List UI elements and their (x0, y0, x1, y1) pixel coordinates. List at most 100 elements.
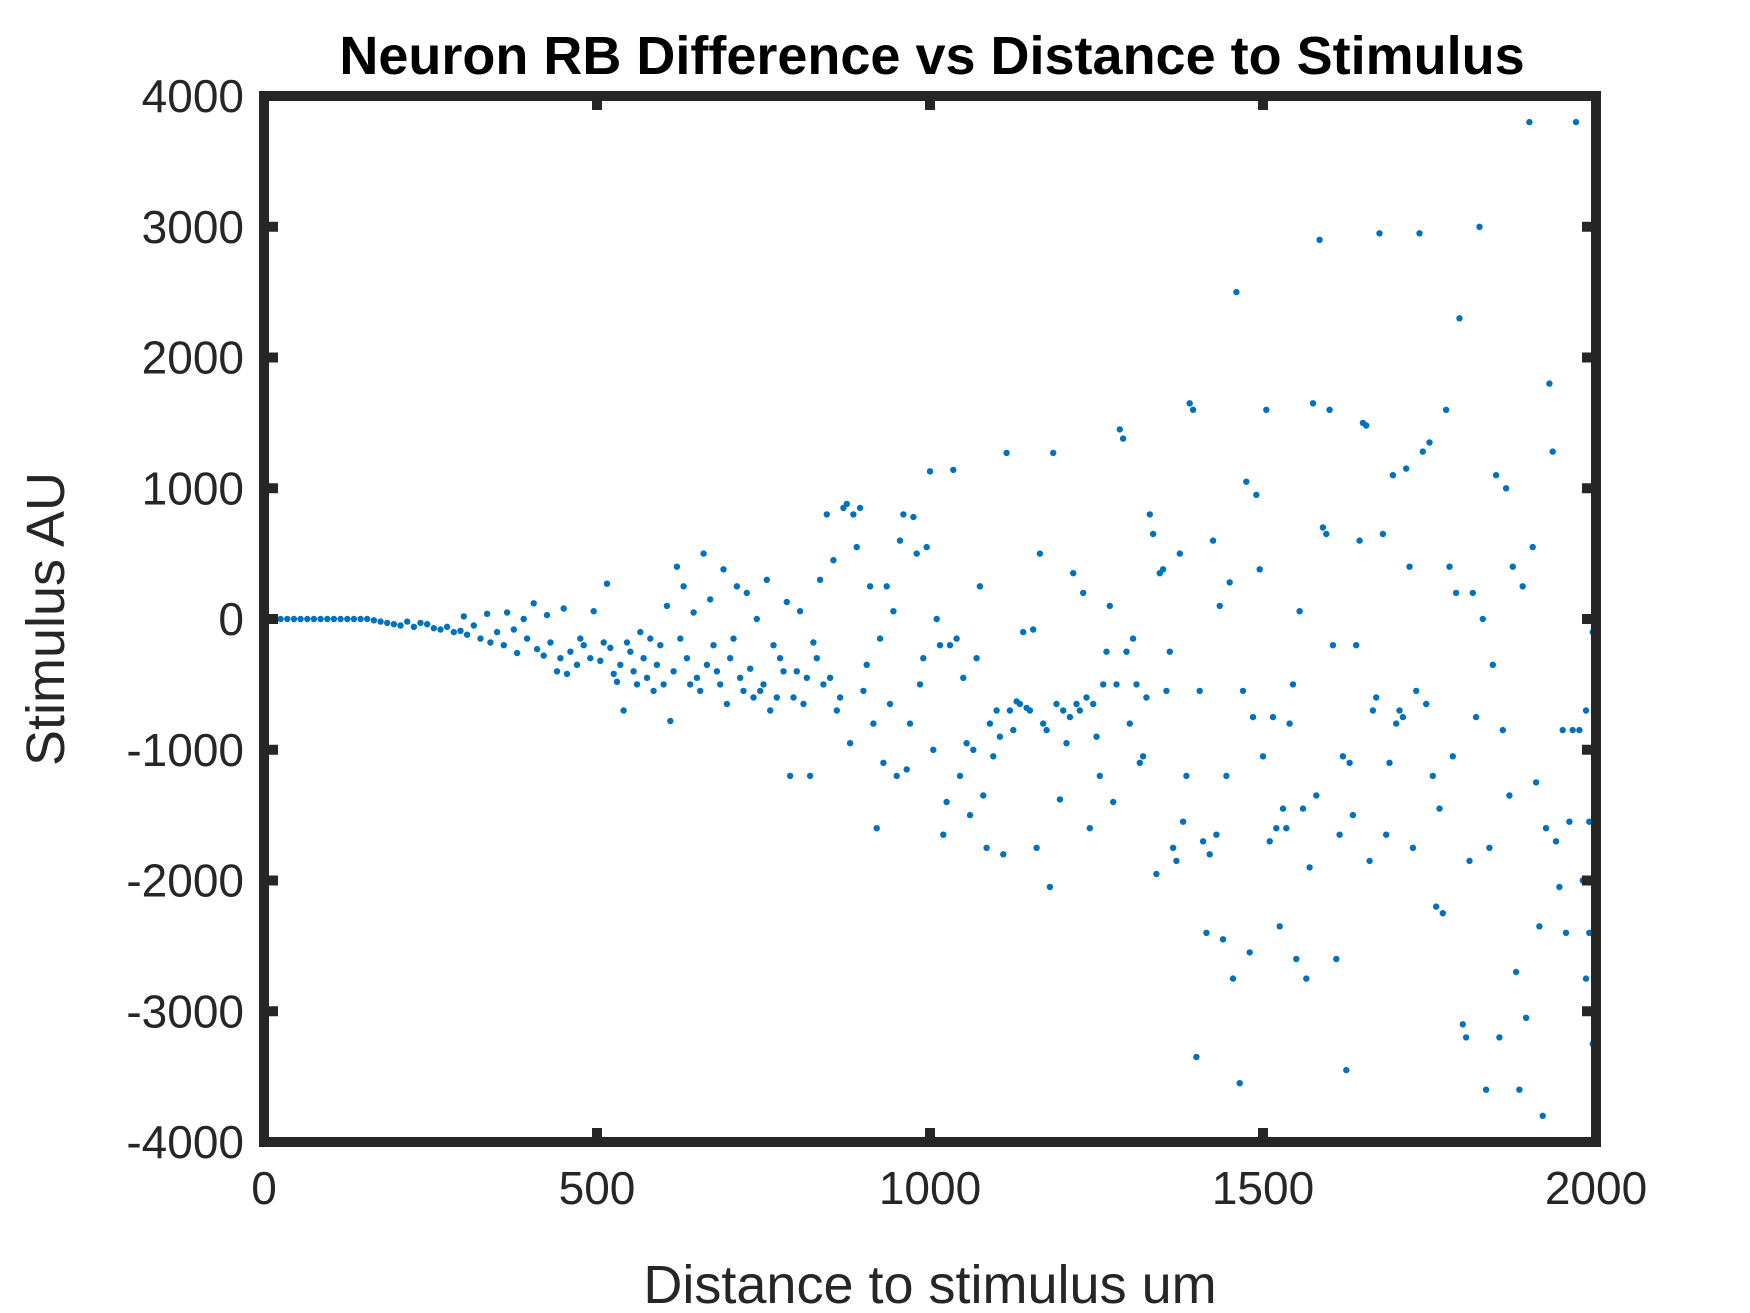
data-point (1413, 687, 1420, 695)
data-point (1582, 975, 1590, 982)
data-point (846, 740, 854, 747)
data-point (1249, 713, 1257, 721)
data-point (1546, 380, 1553, 387)
data-point (737, 674, 744, 681)
data-point (836, 694, 844, 701)
y-tick-label: -4000 (126, 1116, 244, 1168)
data-point (560, 605, 567, 612)
data-point (1329, 642, 1337, 649)
data-point (1129, 635, 1137, 642)
data-point (763, 576, 770, 583)
data-point (1046, 883, 1054, 891)
data-point (833, 707, 840, 714)
data-point (1479, 615, 1487, 623)
data-point (993, 707, 1000, 714)
data-point (1296, 608, 1303, 615)
data-point (317, 615, 324, 623)
data-point (1166, 648, 1174, 655)
data-point (946, 642, 954, 649)
data-point (1389, 472, 1397, 479)
data-point (1119, 435, 1127, 442)
data-point (350, 615, 358, 623)
data-point (547, 639, 554, 646)
data-point (830, 557, 837, 564)
data-point (1253, 491, 1260, 498)
data-point (1496, 1034, 1503, 1041)
data-point (1439, 910, 1447, 917)
data-point (597, 657, 604, 664)
data-point (1036, 550, 1044, 557)
data-point (437, 626, 444, 633)
data-point (757, 687, 764, 695)
data-point (1003, 449, 1010, 457)
data-point (796, 608, 804, 615)
data-point (520, 615, 527, 623)
data-point (1552, 838, 1560, 845)
data-point (1572, 118, 1580, 126)
data-point (863, 661, 870, 668)
data-point (513, 649, 521, 657)
data-point (1149, 530, 1157, 538)
data-point (1409, 844, 1417, 851)
data-point (1373, 694, 1380, 701)
data-point (1476, 223, 1483, 230)
data-point (1236, 1080, 1243, 1087)
data-point (960, 674, 967, 681)
data-point (900, 511, 907, 518)
data-point (650, 687, 657, 695)
data-point (630, 668, 637, 675)
data-point (1452, 589, 1460, 597)
data-point (1472, 713, 1480, 721)
data-point (1246, 949, 1253, 956)
data-point (806, 772, 814, 780)
data-point (1542, 825, 1550, 832)
data-point (1376, 230, 1383, 237)
data-point (1356, 537, 1363, 544)
data-point (926, 468, 934, 475)
data-point (747, 665, 754, 672)
data-point (607, 644, 614, 651)
data-point (1522, 1014, 1530, 1021)
data-point (1469, 589, 1477, 597)
data-point (730, 635, 737, 642)
data-point (677, 635, 684, 642)
data-point (870, 720, 877, 727)
data-point (1416, 230, 1423, 237)
data-point (1492, 472, 1500, 479)
data-point (693, 674, 701, 681)
data-point (657, 642, 664, 649)
data-point (653, 661, 661, 668)
data-point (623, 639, 631, 646)
y-tick-label: 2000 (142, 332, 244, 384)
data-point (1193, 1053, 1200, 1061)
data-point (1223, 772, 1230, 780)
y-tick-label: 1000 (142, 462, 244, 514)
data-point (896, 537, 904, 544)
data-point (753, 615, 760, 623)
x-tick-labels: 0 500 1000 1500 2000 (251, 1162, 1647, 1214)
data-point (983, 844, 990, 851)
data-point (424, 621, 431, 628)
data-point (1243, 478, 1250, 485)
data-point (1213, 831, 1220, 838)
data-point (1436, 805, 1443, 812)
data-point (1206, 851, 1213, 858)
data-point (603, 580, 611, 587)
data-point (1559, 726, 1566, 734)
data-point (717, 681, 724, 688)
data-point (933, 615, 940, 623)
data-point (683, 655, 691, 662)
data-point (1176, 550, 1184, 557)
data-point (1386, 759, 1393, 766)
data-point (397, 622, 404, 629)
data-point (873, 825, 880, 832)
data-point (1143, 694, 1150, 701)
data-point (1056, 796, 1064, 803)
data-point (940, 831, 947, 838)
data-point (1399, 713, 1407, 721)
data-point (1353, 642, 1360, 649)
data-point (1040, 720, 1047, 727)
data-point (1173, 857, 1180, 865)
data-point (1482, 1086, 1490, 1093)
data-point (483, 610, 491, 617)
